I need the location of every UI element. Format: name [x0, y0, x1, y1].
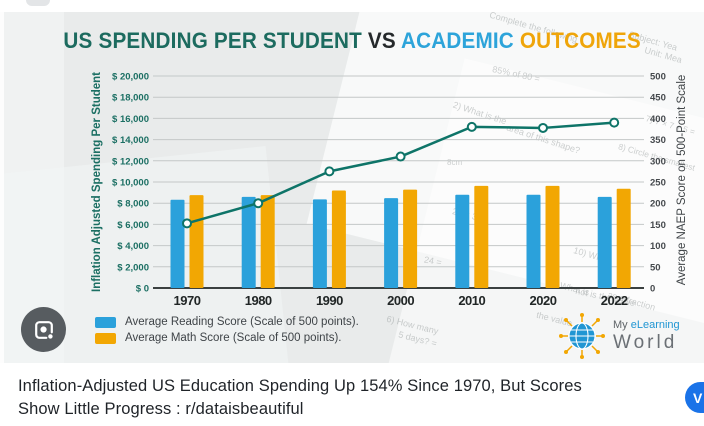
x-axis-label-2020: 2020 — [530, 293, 557, 308]
right-axis-tick-label: 500 — [650, 72, 666, 83]
bar-math-1980 — [260, 195, 275, 288]
left-axis-tick-label: $ 10,000 — [112, 178, 149, 189]
bar-reading-1990 — [312, 199, 327, 288]
bar-reading-2020 — [526, 194, 541, 288]
right-axis-tick-label: 150 — [650, 220, 666, 231]
right-axis-tick-label: 50 — [650, 262, 661, 273]
left-axis-tick-label: $ 18,000 — [112, 93, 149, 104]
right-axis-title: Average NAEP Score on 500-Point Scale — [676, 74, 688, 286]
bar-math-2000 — [403, 189, 418, 288]
right-axis-tick-label: 100 — [650, 241, 666, 252]
logo-brand-line2: World — [613, 332, 678, 353]
legend-item-math: Average Math Score (Scale of 500 points)… — [95, 332, 359, 344]
left-axis-tick-label: $ 20,000 — [112, 72, 149, 83]
bar-math-1990 — [331, 190, 346, 288]
right-axis-tick-label: 350 — [650, 135, 666, 146]
result-caption[interactable]: Inflation-Adjusted US Education Spending… — [18, 375, 582, 421]
top-strip — [0, 0, 704, 12]
top-notch-decor — [26, 0, 50, 6]
worksheet-text: 8cm — [447, 158, 463, 167]
x-axis-label-2022: 2022 — [601, 293, 628, 308]
bar-math-2010 — [474, 185, 489, 288]
left-axis-tick-label: $ 12,000 — [112, 156, 149, 167]
right-axis-tick-label: 200 — [650, 199, 666, 210]
right-axis-tick-label: 400 — [650, 114, 666, 125]
left-axis-tick-label: $ 8,000 — [117, 199, 149, 210]
bar-reading-1970 — [170, 199, 185, 288]
right-axis-tick-label: 0 — [650, 284, 655, 295]
bar-math-2022 — [616, 188, 631, 288]
math-legend-swatch — [95, 332, 116, 344]
google-lens-camera-icon — [34, 320, 53, 339]
spending-point-2022 — [609, 117, 620, 128]
bar-reading-2010 — [455, 194, 470, 288]
spending-point-1990 — [324, 166, 335, 177]
bar-math-1970 — [189, 195, 204, 288]
chart-legend: Average Reading Score (Scale of 500 poin… — [95, 316, 359, 348]
reading-legend-label: Average Reading Score (Scale of 500 poin… — [125, 316, 359, 328]
left-axis-tick-label: $ 0 — [136, 284, 149, 295]
caption-line-2: Show Little Progress : r/dataisbeautiful — [18, 400, 304, 418]
x-axis-label-2000: 2000 — [387, 293, 414, 308]
left-axis-tick-label: $ 14,000 — [112, 135, 149, 146]
bar-reading-1980 — [241, 196, 256, 288]
legend-item-reading: Average Reading Score (Scale of 500 poin… — [95, 316, 359, 328]
bar-math-2020 — [545, 185, 560, 288]
title-part-academic: ACADEMIC — [400, 28, 514, 53]
right-axis-tick-label: 450 — [650, 93, 666, 104]
bar-reading-2000 — [384, 198, 399, 288]
left-axis-tick-label: $ 2,000 — [117, 262, 149, 273]
bar-reading-2022 — [597, 196, 612, 288]
chart-image[interactable]: Complete the following Subject: Yea Unit: … — [0, 12, 704, 363]
caption-line-1: Inflation-Adjusted US Education Spending… — [18, 377, 582, 395]
google-lens-button[interactable] — [21, 307, 66, 352]
reading-legend-swatch — [95, 316, 116, 328]
my-elearning-world-logo: My eLearning World — [558, 312, 680, 360]
x-axis-label-1970: 1970 — [174, 293, 201, 308]
x-axis-label-1990: 1990 — [316, 293, 343, 308]
page-edge-strip — [0, 12, 4, 363]
left-axis-tick-label: $ 16,000 — [112, 114, 149, 125]
left-axis-tick-label: $ 4,000 — [117, 241, 149, 252]
globe-icon — [559, 313, 605, 359]
chart-title: US SPENDING PER STUDENT VS ACADEMIC OUTC… — [0, 28, 704, 54]
x-axis-label-1980: 1980 — [245, 293, 272, 308]
logo-brand-line1: My eLearning — [613, 319, 680, 331]
left-axis-title: Inflation Adjusted Spending Per Student — [91, 72, 103, 292]
spending-point-2020 — [538, 122, 548, 133]
x-axis-label-2010: 2010 — [458, 293, 485, 308]
math-legend-label: Average Math Score (Scale of 500 points)… — [125, 332, 342, 344]
right-axis-tick-label: 300 — [650, 156, 666, 167]
title-part-spending: US SPENDING PER STUDENT — [63, 28, 362, 53]
left-axis-tick-label: $ 6,000 — [117, 220, 149, 231]
right-axis-tick-label: 250 — [650, 178, 666, 189]
spending-point-1970 — [182, 218, 192, 229]
spending-point-2010 — [466, 121, 477, 132]
spending-point-2000 — [395, 151, 406, 162]
spending-point-1980 — [253, 198, 264, 209]
title-part-outcomes: OUTCOMES — [519, 28, 641, 53]
visit-button[interactable]: V — [685, 382, 704, 413]
title-part-vs: VS — [367, 28, 396, 53]
